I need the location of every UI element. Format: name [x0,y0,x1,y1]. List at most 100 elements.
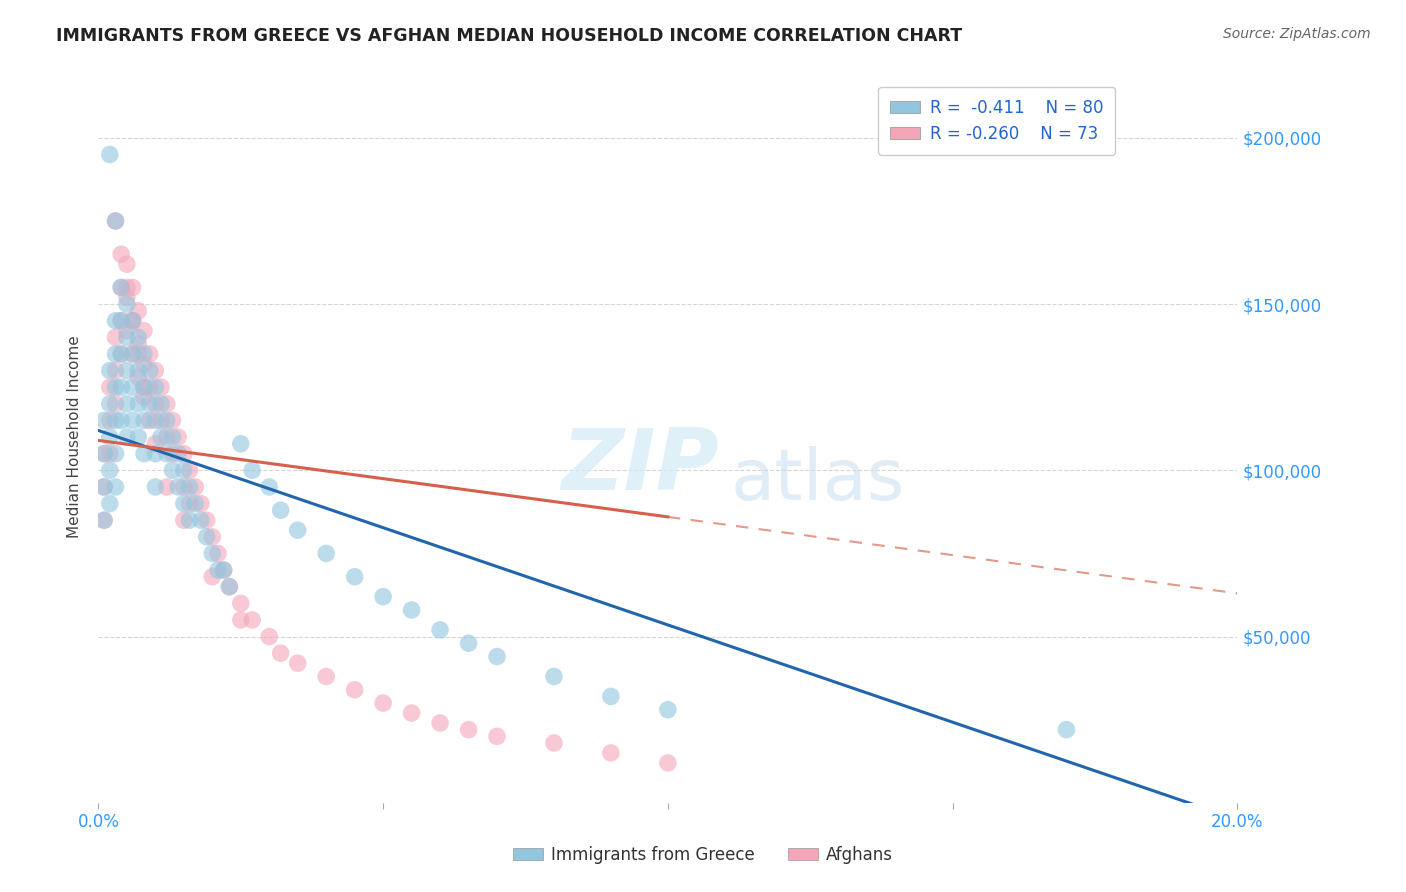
Point [162,447,184,461]
Point [201,530,224,544]
Point [121,347,143,361]
Point [93,447,115,461]
Point [179,513,201,527]
Point [98,397,121,411]
Point [93,480,115,494]
Point [162,430,184,444]
Point [104,447,127,461]
Point [287,523,309,537]
Point [1056,723,1078,737]
Point [115,397,138,411]
Point [167,447,190,461]
Point [110,380,132,394]
Point [138,380,160,394]
Point [457,636,479,650]
Point [93,480,115,494]
Point [287,656,309,670]
Point [156,480,179,494]
Point [138,363,160,377]
Point [429,716,451,731]
Point [115,430,138,444]
Point [173,463,195,477]
Point [145,447,167,461]
Point [121,347,143,361]
Point [212,563,235,577]
Point [115,257,138,271]
Point [600,746,623,760]
Point [162,413,184,427]
Legend: R =  -0.411    N = 80, R = -0.260    N = 73: R = -0.411 N = 80, R = -0.260 N = 73 [879,87,1115,154]
Point [132,390,155,404]
Point [98,430,121,444]
Point [132,447,155,461]
Point [127,330,149,344]
Point [127,397,149,411]
Point [127,303,149,318]
Point [145,413,167,427]
Point [201,570,224,584]
Point [259,480,281,494]
Point [343,570,366,584]
Point [98,363,121,377]
Point [600,690,623,704]
Point [138,397,160,411]
Point [110,280,132,294]
Point [156,397,179,411]
Point [104,363,127,377]
Point [173,513,195,527]
Point [127,337,149,351]
Point [173,497,195,511]
Point [115,290,138,304]
Text: atlas: atlas [731,447,905,516]
Point [315,546,337,560]
Point [132,380,155,394]
Point [127,347,149,361]
Point [270,503,292,517]
Point [315,669,337,683]
Point [201,546,224,560]
Point [486,729,509,743]
Point [98,497,121,511]
Point [104,347,127,361]
Point [145,480,167,494]
Point [145,436,167,450]
Point [184,497,207,511]
Point [207,546,229,560]
Point [132,413,155,427]
Point [150,413,173,427]
Point [127,363,149,377]
Point [218,580,240,594]
Text: ZIP: ZIP [561,425,718,508]
Point [121,314,143,328]
Point [240,463,263,477]
Point [110,314,132,328]
Point [93,447,115,461]
Point [156,413,179,427]
Point [179,497,201,511]
Point [179,480,201,494]
Point [110,347,132,361]
Point [121,380,143,394]
Point [93,413,115,427]
Point [343,682,366,697]
Point [167,480,190,494]
Point [373,696,395,710]
Point [156,430,179,444]
Point [115,297,138,311]
Point [104,314,127,328]
Point [104,413,127,427]
Point [195,513,218,527]
Point [195,530,218,544]
Point [229,613,252,627]
Point [270,646,292,660]
Point [162,463,184,477]
Point [138,413,160,427]
Point [127,370,149,384]
Point [110,413,132,427]
Point [657,756,679,770]
Point [110,347,132,361]
Point [429,623,451,637]
Point [259,630,281,644]
Point [150,430,173,444]
Text: IMMIGRANTS FROM GREECE VS AFGHAN MEDIAN HOUSEHOLD INCOME CORRELATION CHART: IMMIGRANTS FROM GREECE VS AFGHAN MEDIAN … [56,27,962,45]
